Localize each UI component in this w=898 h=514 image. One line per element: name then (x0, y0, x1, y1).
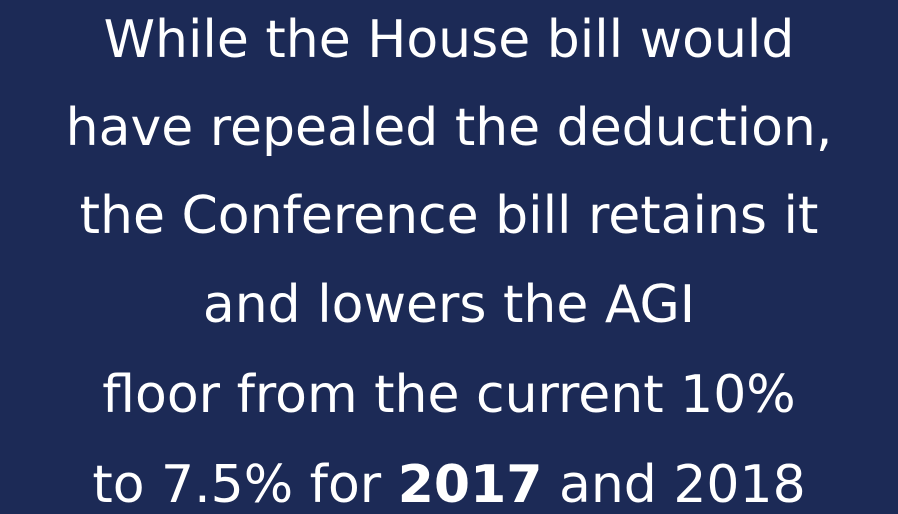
bold-text-segment: 2017 (397, 455, 543, 514)
text-line: floor from the current 10% (102, 365, 796, 425)
text-line: have repealed the deduction, (65, 98, 833, 158)
text-line: and lowers the AGI (202, 275, 696, 335)
text-line: While the House bill would (103, 10, 795, 70)
text-segment: to 7.5% for (92, 455, 398, 514)
text-line: to 7.5% for 2017 and 2018 (0, 455, 898, 514)
text-line: the Conference bill retains it (79, 186, 819, 246)
text-segment: and 2018 (542, 455, 806, 514)
